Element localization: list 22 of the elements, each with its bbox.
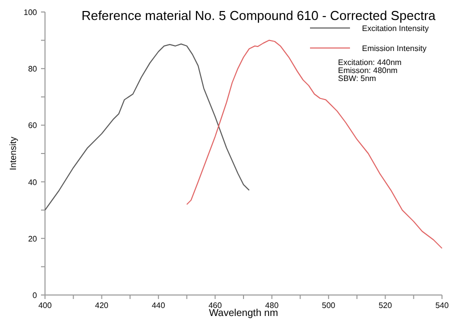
chart-title: Reference material No. 5 Compound 610 - Corrected Spectra — [81, 8, 436, 23]
y-axis-title: Intensity — [8, 136, 18, 170]
line-series — [44, 43, 250, 211]
x-tick-label: 440 — [152, 301, 166, 310]
legend-label: Emission Intensity — [362, 44, 426, 53]
x-tick-label: 500 — [322, 301, 336, 310]
x-tick-label: 540 — [435, 301, 450, 310]
y-tick-label: 40 — [28, 178, 38, 187]
x-tick-label: 400 — [38, 301, 52, 310]
legend-label: Excitation Intensity — [362, 24, 429, 33]
y-tick-label: 60 — [28, 121, 38, 130]
x-tick-label: 420 — [95, 301, 109, 310]
x-tick-label: 480 — [265, 301, 280, 310]
x-tick-label: 460 — [208, 301, 222, 310]
x-tick-label: 520 — [378, 301, 393, 310]
y-tick-label: 80 — [28, 64, 38, 74]
y-tick-label: 100 — [24, 8, 38, 17]
line-series — [186, 40, 442, 249]
y-tick-label: 0 — [32, 291, 38, 300]
annotation: Excitation: 440nm Emisson: 480nm SBW: 5nm — [338, 58, 402, 83]
x-axis-title: Wavelength nm — [208, 308, 278, 319]
y-tick-label: 20 — [28, 234, 38, 244]
